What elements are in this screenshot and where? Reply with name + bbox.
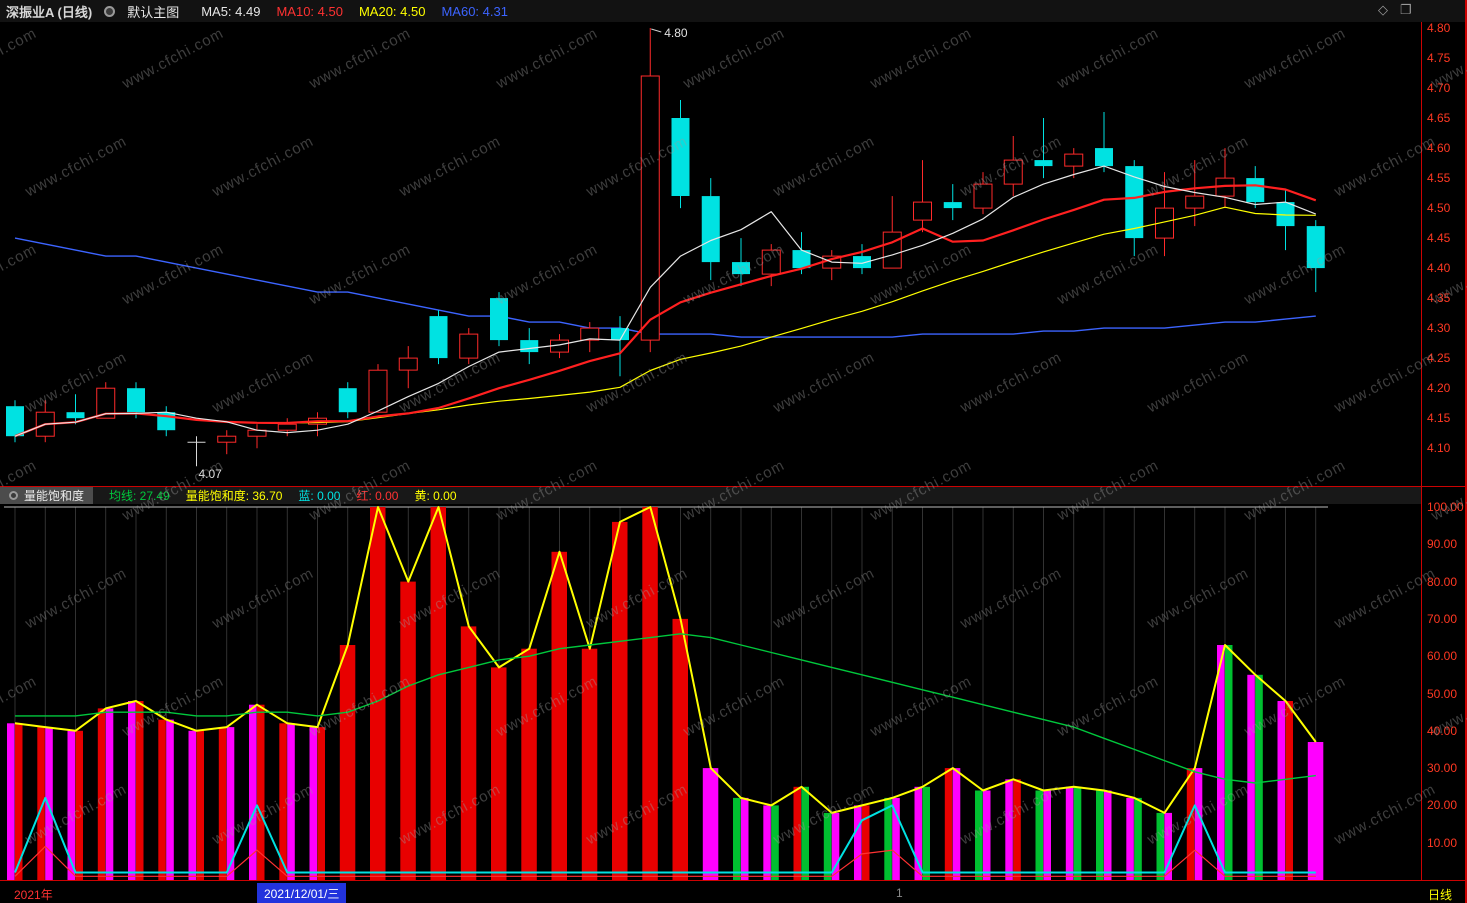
indicator-value-red: 红: 0.00 (356, 489, 399, 503)
price-axis-label: 4.80 (1427, 21, 1451, 36)
indicator-icon (9, 491, 18, 500)
price-axis-label: 4.10 (1427, 441, 1451, 456)
price-axis-label: 4.60 (1427, 141, 1451, 156)
ma-line-ma20 (14, 206, 1316, 437)
indicator-values: 均线: 27.49 量能饱和度: 36.70 蓝: 0.00 红: 0.00 黄: 0.… (109, 487, 457, 504)
indicator-scale-label: 30.00 (1427, 761, 1458, 776)
indicator-scale-label: 20.00 (1427, 798, 1458, 813)
price-annotation: 4.07 (199, 467, 223, 481)
stock-title: 深振业A (日线) (6, 4, 93, 20)
indicator-scale-label: 50.00 (1427, 686, 1458, 701)
indicator-chart-area[interactable] (0, 504, 1422, 881)
indicator-scale-label: 60.00 (1427, 649, 1458, 664)
ma-line-ma5 (14, 165, 1317, 437)
ma10-value: MA10: 4.50 (276, 3, 343, 19)
indicator-title-chip[interactable]: 量能饱和度 (0, 487, 94, 504)
indicator-title: 量能饱和度 (24, 489, 85, 503)
ma-line-ma60 (14, 237, 1316, 338)
diamond-icon[interactable]: ◇ (1378, 2, 1388, 17)
indicator-line (15, 633, 1316, 784)
price-axis-label: 4.35 (1427, 291, 1451, 306)
indicator-chart[interactable] (0, 504, 1422, 881)
price-axis-label: 4.55 (1427, 171, 1451, 186)
indicator-scale-label: 90.00 (1427, 537, 1458, 552)
month-marker: 1 (896, 886, 903, 900)
chart-tool-icons: ◇ ❐ (1378, 2, 1412, 18)
price-axis: 4.80 4.75 4.70 4.65 4.60 4.55 4.50 4.45 4.40 4.35… (1422, 21, 1467, 486)
price-annotation: 4.80 (664, 26, 688, 40)
ma5-value: MA5: 4.49 (201, 3, 261, 19)
indicator-value-yellow: 黄: 0.00 (414, 489, 457, 503)
indicator-scale-label: 100.00 (1427, 500, 1464, 514)
indicator-header: 量能饱和度 均线: 27.49 量能饱和度: 36.70 蓝: 0.00 红: 0.0… (0, 487, 1421, 504)
indicator-scale-label: 10.00 (1427, 835, 1458, 850)
main-chart-area[interactable]: 4.80 4.07 (0, 22, 1422, 486)
price-axis-label: 4.25 (1427, 351, 1451, 366)
price-axis-label: 4.70 (1427, 81, 1451, 96)
ma-values: MA5: 4.49 MA10: 4.50 MA20: 4.50 MA60: 4.31 (201, 4, 508, 19)
indicator-bars (7, 507, 1324, 881)
indicator-line (14, 845, 1316, 877)
ma-line-ma10 (14, 184, 1317, 438)
window-icon[interactable]: ❐ (1400, 2, 1412, 17)
year-label: 2021年 (14, 888, 53, 902)
price-axis-label: 4.15 (1427, 411, 1451, 426)
ma20-value: MA20: 4.50 (358, 3, 426, 19)
main-chart-header: 深振业A (日线) 默认主图 MA5: 4.49 MA10: 4.50 MA20: … (0, 0, 1467, 22)
selected-date[interactable]: 2021/12/01/三 (257, 883, 347, 903)
indicator-scale-axis: 100.00 90.00 80.00 70.00 60.00 50.00 40.00 30.0… (1422, 500, 1467, 881)
main-chart-label: 默认主图 (127, 4, 180, 20)
indicator-line (14, 796, 1316, 874)
price-axis-label: 4.65 (1427, 111, 1451, 126)
indicator-value-blue: 蓝: 0.00 (298, 489, 341, 503)
main-indicator-icon[interactable] (104, 5, 116, 17)
price-axis-label: 4.75 (1427, 51, 1451, 65)
window-right-border (1465, 0, 1467, 903)
period-label[interactable]: 日线 (1428, 888, 1453, 902)
indicator-value-saturation: 量能饱和度: 36.70 (185, 489, 283, 503)
indicator-line (14, 506, 1317, 814)
indicator-scale-label: 40.00 (1427, 723, 1458, 738)
ma60-value: MA60: 4.31 (441, 3, 508, 19)
bottom-separator (0, 880, 1467, 881)
panel-separator[interactable] (0, 486, 1467, 487)
time-axis-bar[interactable]: 2021年 2021/12/01/三 1 日线 (0, 882, 1467, 903)
indicator-value-mean: 均线: 27.49 (109, 489, 170, 503)
axis-divider-line (1421, 22, 1422, 881)
indicator-scale-label: 80.00 (1427, 574, 1458, 589)
price-axis-label: 4.45 (1427, 231, 1451, 246)
price-axis-label: 4.30 (1427, 321, 1451, 336)
price-axis-label: 4.20 (1427, 381, 1451, 396)
price-axis-label: 4.40 (1427, 261, 1451, 276)
candlestick-chart[interactable]: 4.80 4.07 (0, 22, 1422, 486)
indicator-scale-label: 70.00 (1427, 611, 1458, 626)
candlestick-layer (6, 28, 1325, 467)
price-axis-label: 4.50 (1427, 201, 1451, 216)
